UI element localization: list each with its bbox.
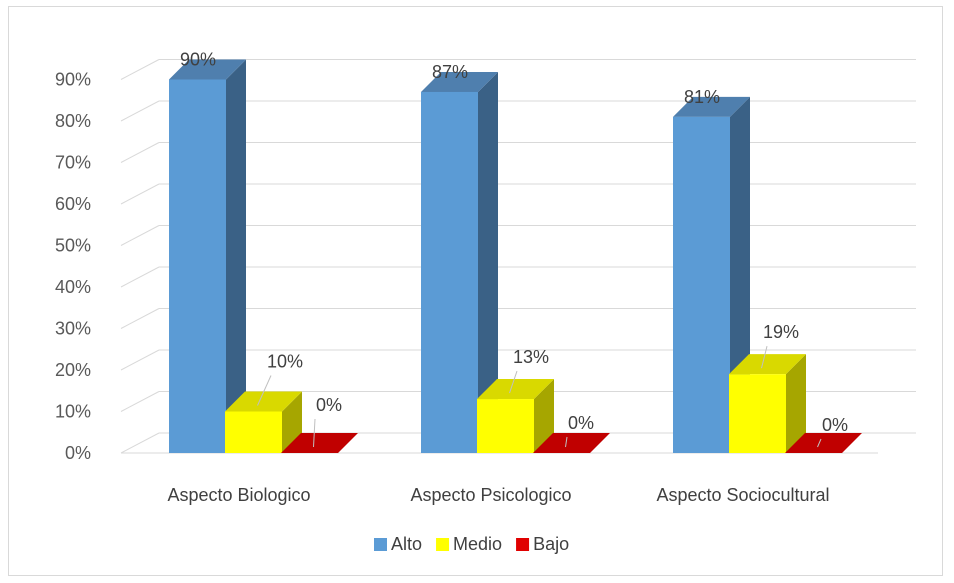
data-label: 90%: [180, 50, 216, 70]
leader-line: [817, 438, 822, 448]
y-tick-label: 50%: [55, 236, 91, 256]
data-label: 0%: [822, 415, 848, 435]
leader-line: [313, 418, 316, 448]
y-tick-label: 20%: [55, 360, 91, 380]
legend-label-medio: Medio: [453, 534, 502, 554]
bar-alto: [421, 91, 478, 453]
bar-bajo-top: [281, 433, 358, 453]
bar-alto: [169, 79, 226, 453]
gridline-side: [120, 266, 160, 288]
gridline-side: [120, 142, 160, 163]
data-label: 13%: [513, 347, 549, 367]
data-label: 0%: [568, 413, 594, 433]
y-tick-label: 80%: [55, 111, 91, 131]
bar-medio-top: [225, 391, 302, 412]
gridline-side: [120, 349, 160, 371]
x-category-label: Aspecto Biologico: [167, 485, 310, 505]
y-tick-label: 90%: [55, 70, 91, 90]
x-category-label: Aspecto Sociocultural: [656, 485, 829, 505]
bar-medio-side: [534, 379, 554, 453]
legend-label-bajo: Bajo: [533, 534, 569, 554]
data-label: 0%: [316, 395, 342, 415]
gridline-side: [120, 432, 160, 454]
bar-medio-top: [729, 354, 806, 375]
chart-area: 0% 10% 20% 30% 40% 50% 60% 70% 80% 90% 90% 10% 0% Asp…: [8, 6, 943, 576]
bar-alto-top: [673, 96, 750, 117]
bar-alto-side: [226, 59, 246, 453]
leader-line: [257, 375, 272, 406]
data-label: 81%: [684, 87, 720, 107]
legend-swatch-alto: [374, 538, 387, 551]
bar-alto-top: [169, 59, 246, 80]
x-category-label: Aspecto Psicologico: [410, 485, 571, 505]
y-tick-label: 10%: [55, 402, 91, 422]
leader-line: [761, 346, 768, 369]
data-label: 87%: [432, 62, 468, 82]
bar-bajo-top: [785, 433, 862, 453]
data-label: 19%: [763, 322, 799, 342]
data-label: 10%: [267, 352, 303, 372]
y-tick-label: 40%: [55, 277, 91, 297]
leader-line: [565, 436, 568, 448]
bar-medio-side: [786, 354, 806, 453]
bar-alto: [673, 116, 730, 453]
y-tick-label: 60%: [55, 194, 91, 214]
bar-alto-side: [478, 71, 498, 453]
bar-medio: [729, 374, 786, 453]
y-tick-label: 0%: [65, 443, 91, 463]
gridline-side: [120, 391, 160, 412]
legend-swatch-medio: [436, 538, 450, 551]
bar-chart-3d: 0% 10% 20% 30% 40% 50% 60% 70% 80% 90% 90% 10% 0% Asp…: [55, 50, 916, 554]
gridline-side: [120, 183, 160, 205]
y-tick-label: 30%: [55, 319, 91, 339]
bar-medio: [477, 399, 534, 453]
bar-medio: [225, 411, 282, 453]
gridline-side: [120, 59, 160, 80]
bar-alto-top: [421, 71, 498, 92]
bar-medio-top: [477, 379, 554, 400]
legend-label-alto: Alto: [391, 534, 422, 554]
gridline-side: [120, 100, 160, 122]
legend-swatch-bajo: [516, 538, 530, 551]
leader-line: [509, 370, 518, 394]
bar-bajo-top: [533, 433, 610, 453]
gridline-side: [120, 308, 160, 329]
gridline-side: [120, 225, 160, 246]
y-tick-label: 70%: [55, 153, 91, 173]
